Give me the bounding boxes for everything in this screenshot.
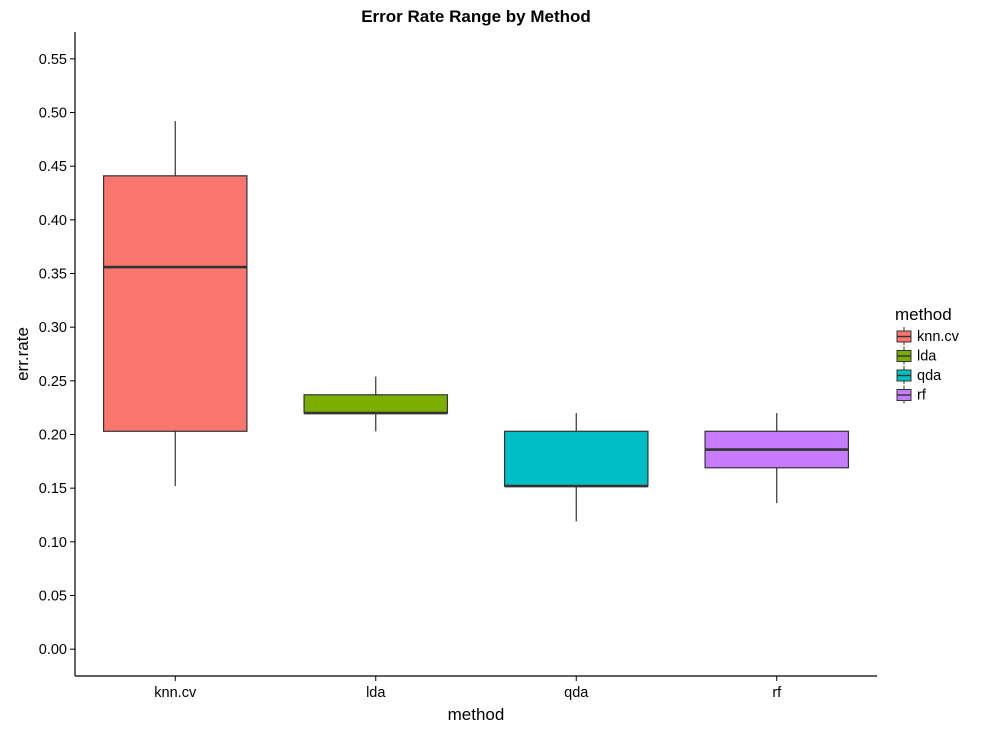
x-axis-ticks: knn.cv lda qda rf — [154, 676, 782, 701]
box-body — [102, 175, 248, 432]
y-tick-label: 0.30 — [39, 320, 67, 336]
legend-label: lda — [917, 349, 937, 365]
box-lda — [303, 376, 449, 432]
x-tick-label: knn.cv — [154, 685, 197, 701]
x-tick-label: lda — [366, 685, 386, 701]
y-tick-label: 0.55 — [39, 52, 67, 68]
y-axis-title: err.rate — [13, 327, 32, 381]
plot-area — [102, 121, 850, 522]
legend-item-rf: rf — [896, 385, 927, 404]
legend-item-lda: lda — [896, 346, 937, 365]
y-tick-label: 0.45 — [39, 159, 67, 175]
legend-label: rf — [917, 388, 927, 404]
y-tick-label: 0.50 — [39, 106, 67, 122]
legend-title: method — [895, 305, 952, 324]
legend-item-qda: qda — [896, 366, 942, 384]
legend-item-knn.cv: knn.cv — [896, 327, 960, 345]
y-tick-label: 0.35 — [39, 267, 67, 283]
y-tick-label: 0.25 — [39, 374, 67, 390]
box-body — [503, 430, 649, 487]
box-body — [303, 394, 449, 414]
chart-title: Error Rate Range by Method — [361, 7, 591, 26]
x-tick-label: rf — [772, 685, 782, 701]
x-axis-title: method — [448, 705, 505, 724]
box-knn.cv — [102, 121, 248, 487]
legend: method knn.cv lda qda rf — [895, 305, 960, 404]
box-rf — [704, 413, 850, 504]
y-tick-label: 0.10 — [39, 535, 67, 551]
box-qda — [503, 413, 649, 522]
y-tick-label: 0.20 — [39, 428, 67, 444]
x-tick-label: qda — [564, 685, 589, 701]
y-tick-label: 0.40 — [39, 213, 67, 229]
legend-label: qda — [917, 368, 942, 384]
y-tick-label: 0.15 — [39, 481, 67, 497]
y-tick-label: 0.05 — [39, 589, 67, 605]
legend-label: knn.cv — [917, 329, 960, 345]
y-tick-label: 0.00 — [39, 642, 67, 658]
y-axis-ticks: 0.00 0.05 0.10 0.15 0.20 0.25 0.30 0.35 0.40 0.45… — [39, 52, 75, 658]
